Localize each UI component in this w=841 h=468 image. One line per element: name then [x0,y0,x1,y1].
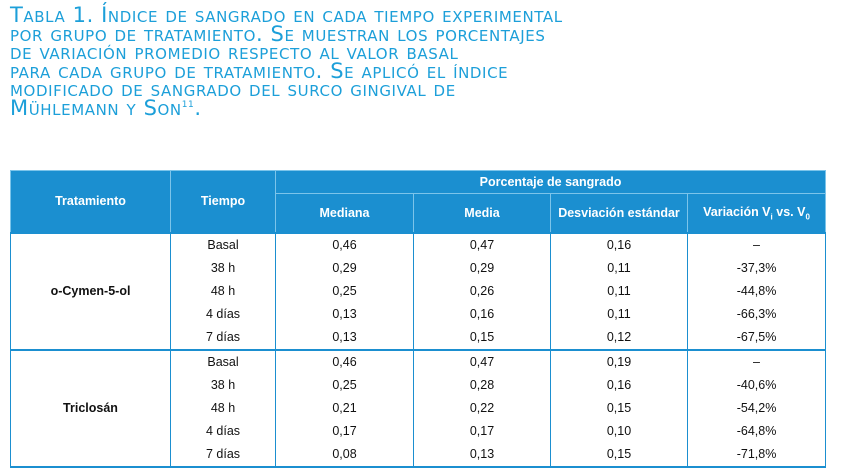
table-cell: -64,8% [686,419,827,443]
header-cell: Tiempo [170,170,276,233]
table-cell: 0,16 [550,231,688,257]
header-sub: i [770,212,773,221]
table-row: 7 días 0,13 0,15 0,12 -67,5% [11,325,827,351]
header-cell: Variación Vi vs. V0 [686,193,827,233]
group-cell: Triclosán [10,348,171,468]
group-cell: o-Cymen-5-ol [10,231,171,351]
caption-line: Mühlemann y Son11. [10,95,835,120]
table-cell: 0,13 [413,442,551,468]
table-cell: 7 días [170,325,276,351]
table-cell: -40,6% [686,373,827,397]
table-cell: 4 días [170,419,276,443]
table-cell: 48 h [170,279,276,303]
table-cell: 0,10 [550,419,688,443]
caption-line: de variación promedio respecto al valor … [10,40,459,65]
table-cell: 0,25 [275,279,414,303]
table-cell: 0,17 [275,419,414,443]
data-table: Tratamiento Tiempo Porcentaje de sangrad… [10,170,827,468]
table-cell: 4 días [170,302,276,326]
header-sub: 0 [805,212,810,221]
caption-line: modificado de sangrado del surco gingiva… [10,77,456,102]
table-cell: 0,17 [413,419,551,443]
table-row: o-Cymen-5-ol Basal 0,46 0,47 0,16– [10,231,827,351]
table-cell: 0,29 [413,256,551,280]
table-cell: 0,22 [413,396,551,420]
table-cell: -54,2% [686,396,827,420]
table-cell: 0,46 [275,231,414,257]
header-text: Variación V [703,204,771,219]
caption-text: Mühlemann y Son [10,95,182,120]
table-cell: 0,11 [550,256,688,280]
table-cell: -37,3% [686,256,827,280]
table-cell: 0,25 [275,373,414,397]
table-cell: 0,26 [413,279,551,303]
table-cell: -67,5% [686,325,827,351]
table-cell: 0,13 [275,302,414,326]
caption-line: por grupo de tratamiento. Se muestran lo… [10,21,546,46]
table-cell: 0,16 [550,373,688,397]
table-cell: 0,19 [550,348,688,374]
table-cell: 0,15 [413,325,551,351]
table-cell: 38 h [170,256,276,280]
table-cell: 0,13 [275,325,414,351]
table-body: o-Cymen-5-ol Basal 0,46 0,47 0,16–38 h 0,29 0,… [10,231,827,468]
header-cell: Media [413,193,551,233]
header-cell: Porcentaje de sangrado [274,170,827,194]
table-caption: Tabla 1. Índice de sangrado en cada tiem… [10,3,835,120]
table-row: 4 días 0,17 0,17 0,10 -64,8% [11,419,827,443]
reference: 11 [181,99,195,110]
table-row: 4 días 0,13 0,16 0,11 -66,3% [11,302,827,326]
table-row: 38 h 0,29 0,29 0,11 -37,3% [11,256,827,280]
header-cell: Tratamiento [10,170,171,233]
table-cell: 48 h [170,396,276,420]
table-cell: – [686,231,827,257]
table-cell: 0,08 [275,442,414,468]
table-row: 38 h 0,25 0,28 0,16 -40,6% [11,373,827,397]
table-cell: Basal [170,231,276,257]
table-cell: -44,8% [686,279,827,303]
table-cell: -66,3% [686,302,827,326]
table-cell: 0,15 [550,396,688,420]
table-cell: Basal [170,348,276,374]
table-cell: -71,8% [686,442,827,468]
table-row: 48 h 0,21 0,22 0,15 -54,2% [11,396,827,420]
table-cell: 0,29 [275,256,414,280]
table-cell: 0,47 [413,231,551,257]
table-cell: 0,11 [550,302,688,326]
table-cell: 0,21 [275,396,414,420]
table-cell: 0,46 [275,348,414,374]
table-cell: 7 días [170,442,276,468]
table-cell: 0,12 [550,325,688,351]
table-cell: 0,47 [413,348,551,374]
header-text: vs. V [772,204,806,219]
table-cell: 0,15 [550,442,688,468]
table-cell: – [686,348,827,374]
header-cell: Mediana [275,193,414,233]
caption-text: . [194,95,202,120]
table-row: Triclosán Basal 0,46 0,47 0,19– [10,348,827,468]
table-cell: 0,16 [413,302,551,326]
table-cell: 0,11 [550,279,688,303]
table-cell: 38 h [170,373,276,397]
header-cell: Desviación estándar [550,193,688,233]
table-row: 48 h 0,25 0,26 0,11 -44,8% [11,279,827,303]
caption-line: para cada grupo de tratamiento. Se aplic… [10,58,509,83]
table-cell: 0,28 [413,373,551,397]
caption-line: Tabla 1. Índice de sangrado en cada tiem… [10,3,563,27]
